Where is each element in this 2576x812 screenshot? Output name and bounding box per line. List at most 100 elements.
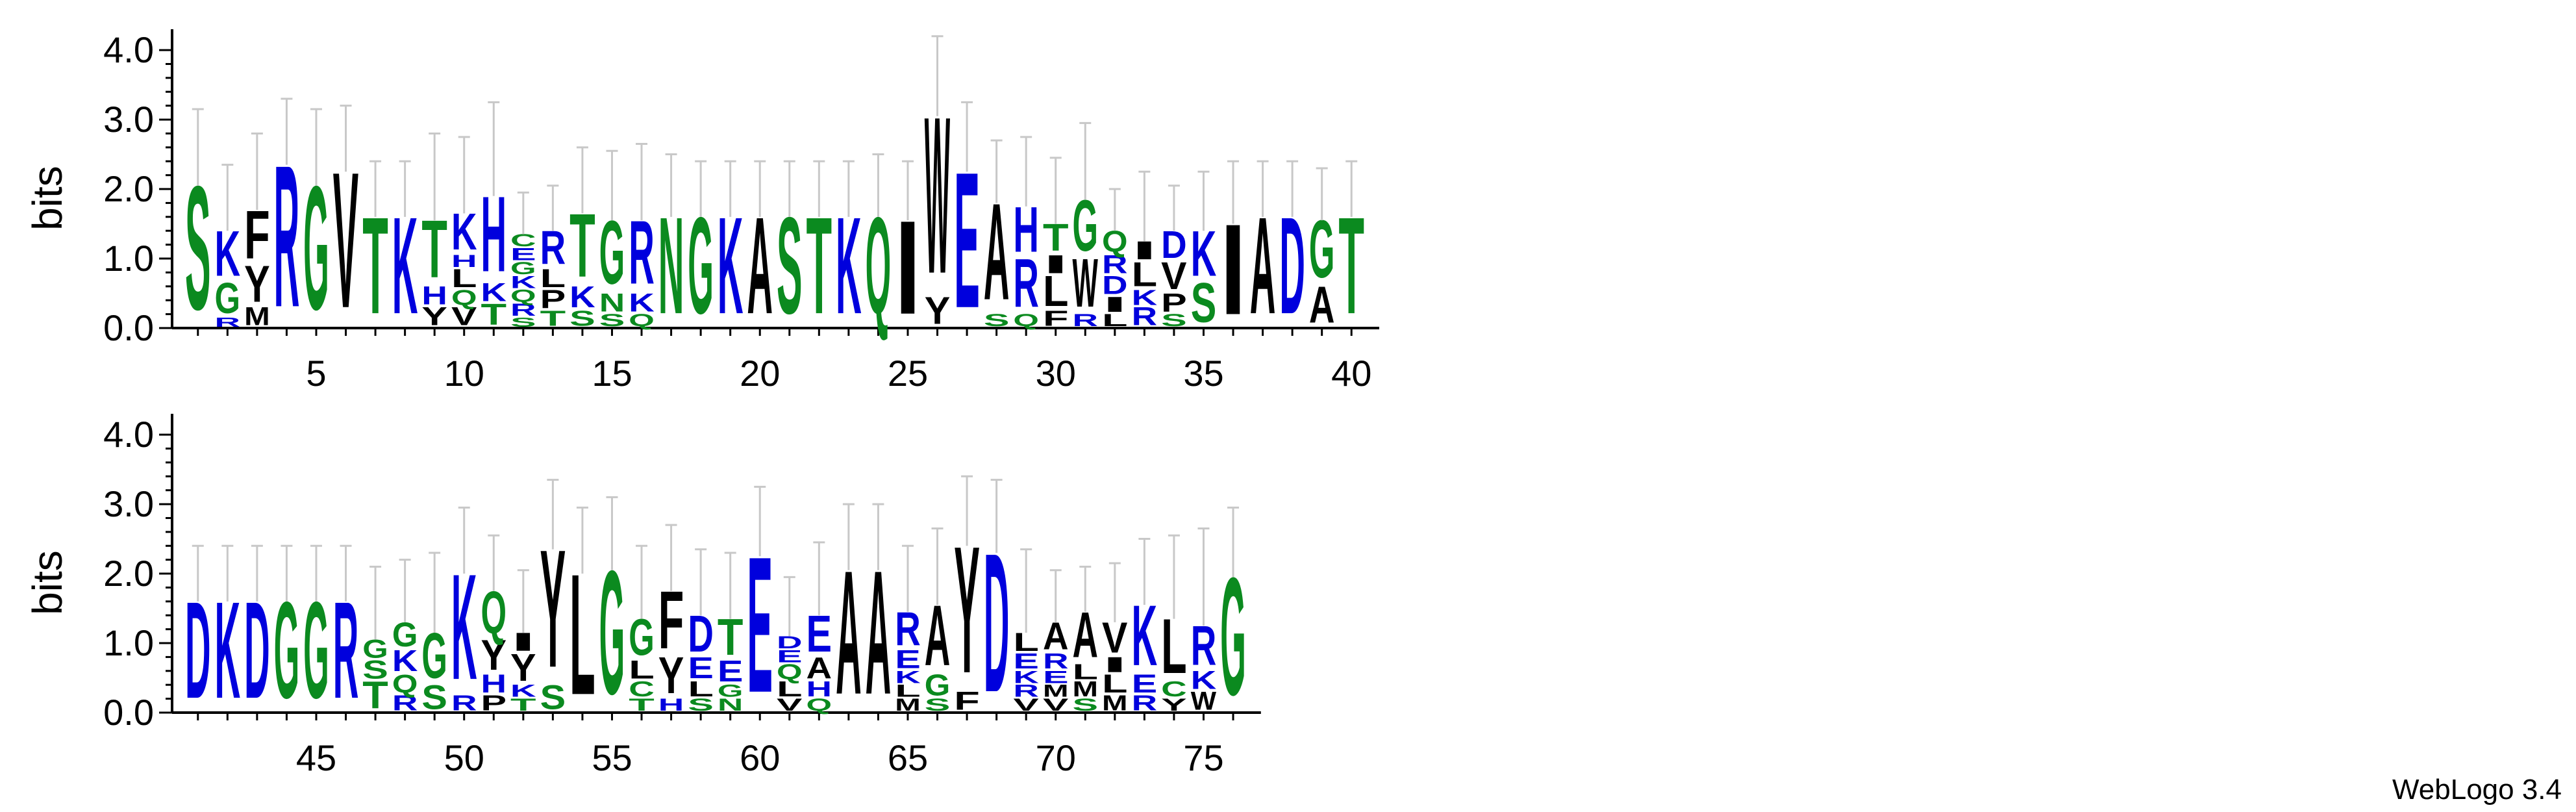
y-tick-label: 2.0 [103,553,154,594]
logo-letter-M: M [1073,677,1099,701]
logo-letter-K: K [481,278,507,307]
logo-letter-H: H [451,252,477,272]
logo-letter-E: E [718,655,744,688]
y-tick-label: 3.0 [103,483,154,524]
logo-letter-K: K [510,273,536,292]
logo-letter-T: T [629,696,655,715]
x-tick-label: 40 [1331,353,1371,394]
y-tick-label: 4.0 [103,29,154,70]
weblogo-credit: WebLogo 3.4 [2392,774,2562,806]
x-tick-label: 20 [740,353,780,394]
logo-letter-T: T [481,298,507,331]
logo-letter-S: S [362,655,388,684]
logo-letter-S: S [984,311,1010,330]
logo-letter-S: S [510,315,536,329]
logo-letter-L: L [540,264,566,292]
logo-letter-L: L [1043,267,1069,315]
logo-letter-S: S [421,678,447,716]
logo-letter-S: S [1161,311,1187,330]
logo-letter-H: H [481,670,507,698]
logo-letter-E: E [895,644,921,674]
logo-letter-K: K [895,668,921,687]
logo-letter-T: T [510,696,536,715]
logo-letter-K: K [1132,285,1158,309]
logo-letter-V: V [1043,695,1069,715]
logo-letter-K: K [1191,666,1217,695]
y-axis-title: bits [24,166,71,231]
logo-letter-T: T [362,674,388,717]
y-tick-label: 1.0 [103,622,154,663]
logo-letter-Y: Y [421,301,447,331]
logo-letter-V: V [451,301,477,331]
logo-letter-G: G [718,681,744,701]
logo-letter-R: R [1132,691,1158,715]
logo-letter-Y: Y [244,255,270,313]
logo-letter-S: S [599,311,625,330]
logo-letter-W: W [1073,245,1098,322]
logo-letter-R: R [451,691,477,715]
logo-letter-I: I [1102,292,1128,316]
logo-letter-Q: Q [1013,311,1039,330]
y-tick-label: 4.0 [103,414,154,455]
logo-letter-E: E [510,244,536,264]
logo-letter-S: S [1191,272,1217,335]
logo-letter-R: R [1073,311,1099,331]
x-tick-label: 70 [1036,737,1076,778]
logo-letter-L: L [1102,311,1128,330]
logo-letter-K: K [629,288,655,317]
y-tick-label: 0.0 [103,307,154,348]
logo-letter-G: G [215,274,241,322]
x-tick-label: 25 [888,353,928,394]
logo-letter-H: H [807,677,832,701]
logo-letter-S: S [569,307,595,331]
logo-letter-C: C [510,231,536,251]
logo-letter-V: V [777,695,803,715]
logo-letter-S: S [540,678,566,716]
logo-letter-Q: Q [629,311,655,330]
x-tick-label: 75 [1183,737,1223,778]
logo-letter-S: S [688,695,714,715]
logo-letter-R: R [215,315,241,329]
logo-letter-A: A [807,651,832,685]
logo-letter-P: P [481,691,507,715]
logo-letter-K: K [569,280,595,314]
x-tick-label: 50 [444,737,484,778]
y-tick-label: 2.0 [103,168,154,209]
logo-letter-I: I [1043,250,1069,279]
logo-letter-S: S [925,695,951,715]
x-tick-label: 55 [592,737,632,778]
y-tick-label: 1.0 [103,238,154,279]
logo-letter-L: L [688,677,714,701]
logo-letter-K: K [510,681,536,701]
logo-letter-C: C [1161,677,1187,701]
logo-letter-T: T [540,306,566,330]
logo-letter-K: K [392,644,418,678]
logo-letter-Y: Y [658,646,684,704]
logo-letter-L: L [1132,255,1158,294]
logo-letter-F: F [954,687,980,715]
logo-letter-G: G [925,669,951,703]
logo-letter-M: M [1043,681,1069,701]
logo-letter-Q: Q [451,286,477,310]
logo-letter-D: D [1102,272,1128,300]
logo-letter-Y: Y [925,288,951,332]
logo-letter-W: W [1191,687,1217,716]
y-axis-title: bits [24,550,71,615]
logo-letter-R: R [392,691,418,715]
logo-letter-S: S [1073,695,1099,715]
x-tick-label: 10 [444,353,484,394]
x-tick-label: 35 [1183,353,1223,394]
logo-letter-M: M [895,696,921,715]
logo-letter-P: P [540,285,566,314]
logo-letter-R: R [1013,681,1039,701]
y-tick-label: 0.0 [103,692,154,733]
x-tick-label: 15 [592,353,632,394]
logo-letter-E: E [1132,669,1158,698]
logo-letter-G: G [510,259,536,278]
logo-letter-F: F [1043,306,1069,330]
logo-letter-P: P [1161,288,1187,317]
logo-letter-M: M [1102,691,1128,715]
